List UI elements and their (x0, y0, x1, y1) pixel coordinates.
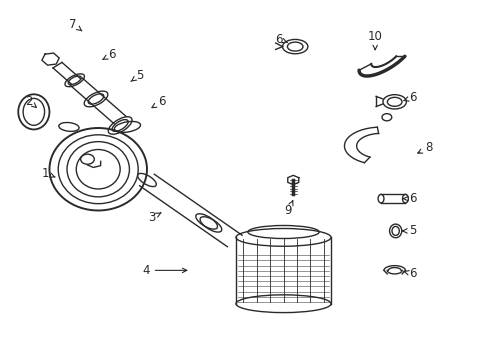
Text: 2: 2 (25, 95, 36, 108)
Text: 6: 6 (102, 48, 115, 61)
Text: 5: 5 (402, 224, 416, 238)
Text: 6: 6 (403, 91, 416, 104)
Text: 6: 6 (152, 95, 165, 108)
Text: 7: 7 (69, 18, 81, 31)
Text: 10: 10 (367, 30, 382, 50)
Text: 6: 6 (274, 32, 287, 46)
Text: 9: 9 (284, 201, 292, 217)
Text: 4: 4 (142, 264, 186, 277)
Text: 6: 6 (403, 267, 416, 280)
Text: 5: 5 (131, 69, 143, 82)
Text: 1: 1 (41, 167, 55, 180)
Text: 8: 8 (417, 141, 431, 154)
Text: 3: 3 (148, 211, 161, 224)
Text: 6: 6 (403, 192, 416, 205)
